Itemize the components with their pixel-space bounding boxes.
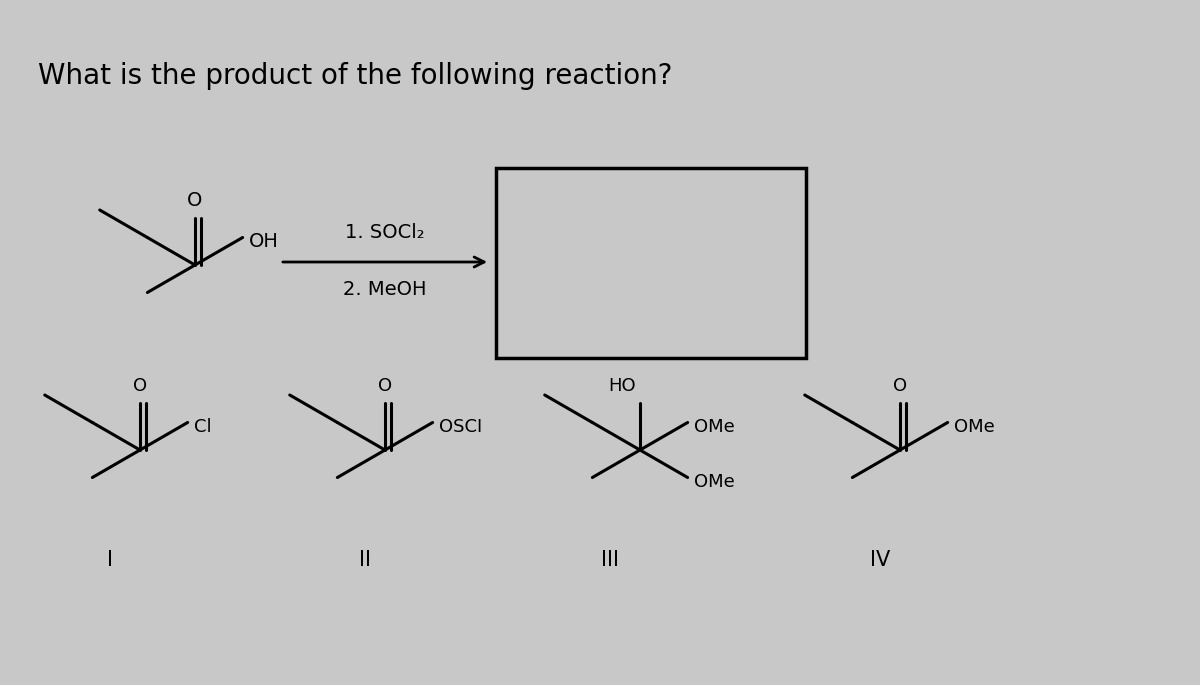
Text: O: O	[378, 377, 392, 395]
Text: OH: OH	[248, 232, 278, 251]
Text: Cl: Cl	[193, 417, 211, 436]
Text: O: O	[893, 377, 907, 395]
Text: OMe: OMe	[694, 417, 734, 436]
Text: OMe: OMe	[694, 473, 734, 490]
Text: I: I	[107, 550, 113, 570]
Bar	[496, 168, 806, 358]
Text: O: O	[133, 377, 148, 395]
Text: What is the product of the following reaction?: What is the product of the following rea…	[38, 62, 672, 90]
Text: O: O	[187, 191, 203, 210]
Text: HO: HO	[608, 377, 636, 395]
Text: III: III	[601, 550, 619, 570]
Text: 2. MeOH: 2. MeOH	[343, 280, 427, 299]
Text: OSCI: OSCI	[439, 417, 482, 436]
Text: OMe: OMe	[954, 417, 995, 436]
Text: 1. SOCl₂: 1. SOCl₂	[346, 223, 425, 242]
Text: II: II	[359, 550, 371, 570]
Text: IV: IV	[870, 550, 890, 570]
